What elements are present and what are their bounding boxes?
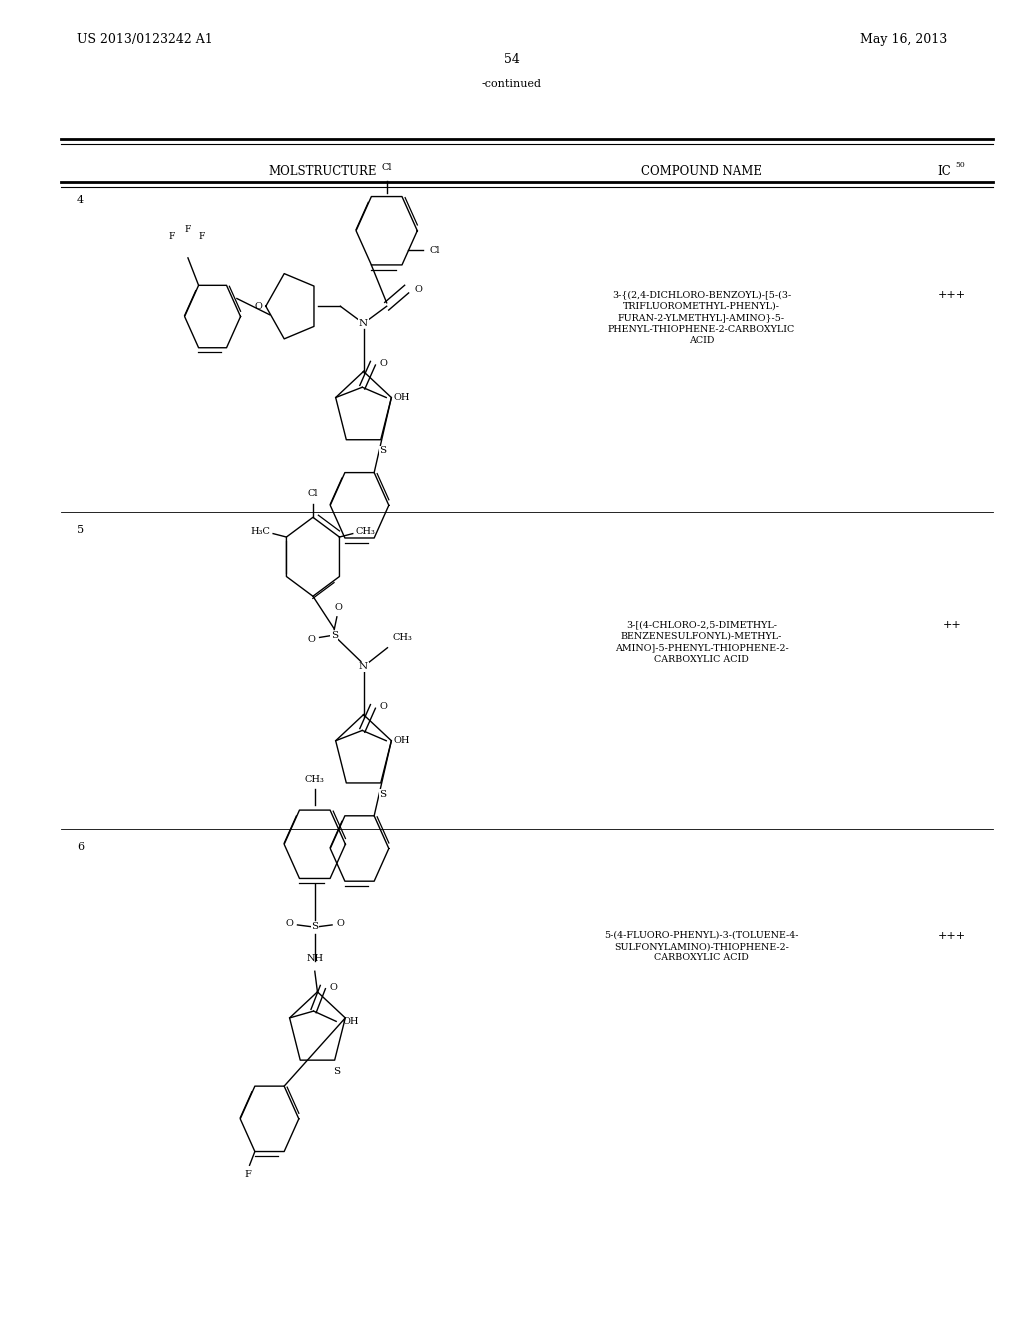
Text: CH₃: CH₃ bbox=[392, 634, 413, 643]
Text: F: F bbox=[169, 232, 175, 240]
Text: US 2013/0123242 A1: US 2013/0123242 A1 bbox=[77, 33, 213, 46]
Text: COMPOUND NAME: COMPOUND NAME bbox=[641, 165, 762, 178]
Text: S: S bbox=[331, 631, 338, 640]
Text: S: S bbox=[379, 446, 386, 455]
Text: O: O bbox=[329, 982, 337, 991]
Text: 50: 50 bbox=[955, 161, 966, 169]
Text: 5-(4-FLUORO-PHENYL)-3-(TOLUENE-4-
SULFONYLAMINO)-THIOPHENE-2-
CARBOXYLIC ACID: 5-(4-FLUORO-PHENYL)-3-(TOLUENE-4- SULFON… bbox=[604, 931, 799, 962]
Text: 5: 5 bbox=[77, 525, 84, 536]
Text: F: F bbox=[245, 1171, 252, 1179]
Text: CH₃: CH₃ bbox=[355, 528, 376, 536]
Text: F: F bbox=[184, 224, 191, 234]
Text: O: O bbox=[379, 359, 387, 368]
Text: 6: 6 bbox=[77, 842, 84, 853]
Text: May 16, 2013: May 16, 2013 bbox=[860, 33, 947, 46]
Text: S: S bbox=[379, 789, 386, 799]
Text: F: F bbox=[198, 232, 205, 240]
Text: O: O bbox=[334, 603, 342, 611]
Text: IC: IC bbox=[937, 165, 950, 178]
Text: NH: NH bbox=[306, 954, 324, 964]
Text: OH: OH bbox=[342, 1016, 358, 1026]
Text: 3-[(4-CHLORO-2,5-DIMETHYL-
BENZENESULFONYL)-METHYL-
AMINO]-5-PHENYL-THIOPHENE-2-: 3-[(4-CHLORO-2,5-DIMETHYL- BENZENESULFON… bbox=[614, 620, 788, 664]
Text: O: O bbox=[336, 919, 344, 928]
Text: O: O bbox=[286, 919, 294, 928]
Text: 54: 54 bbox=[504, 53, 520, 66]
Text: Cl: Cl bbox=[307, 490, 318, 499]
Text: O: O bbox=[255, 302, 263, 310]
Text: O: O bbox=[379, 702, 387, 711]
Text: N: N bbox=[359, 319, 368, 327]
Text: 4: 4 bbox=[77, 195, 84, 206]
Text: CH₃: CH₃ bbox=[305, 775, 325, 784]
Text: H₃C: H₃C bbox=[251, 528, 270, 536]
Text: OH: OH bbox=[393, 393, 410, 403]
Text: S: S bbox=[311, 923, 318, 931]
Text: 3-{(2,4-DICHLORO-BENZOYL)-[5-(3-
TRIFLUOROMETHYL-PHENYL)-
FURAN-2-YLMETHYL]-AMIN: 3-{(2,4-DICHLORO-BENZOYL)-[5-(3- TRIFLUO… bbox=[608, 290, 795, 346]
Text: +++: +++ bbox=[938, 931, 967, 941]
Text: +++: +++ bbox=[938, 290, 967, 301]
Text: O: O bbox=[308, 635, 315, 644]
Text: Cl: Cl bbox=[429, 246, 439, 255]
Text: OH: OH bbox=[393, 737, 410, 746]
Text: S: S bbox=[333, 1067, 340, 1076]
Text: -continued: -continued bbox=[482, 79, 542, 90]
Text: N: N bbox=[359, 663, 368, 671]
Text: Cl: Cl bbox=[381, 164, 392, 173]
Text: ++: ++ bbox=[943, 620, 962, 631]
Text: O: O bbox=[415, 285, 423, 293]
Text: MOLSTRUCTURE: MOLSTRUCTURE bbox=[268, 165, 377, 178]
